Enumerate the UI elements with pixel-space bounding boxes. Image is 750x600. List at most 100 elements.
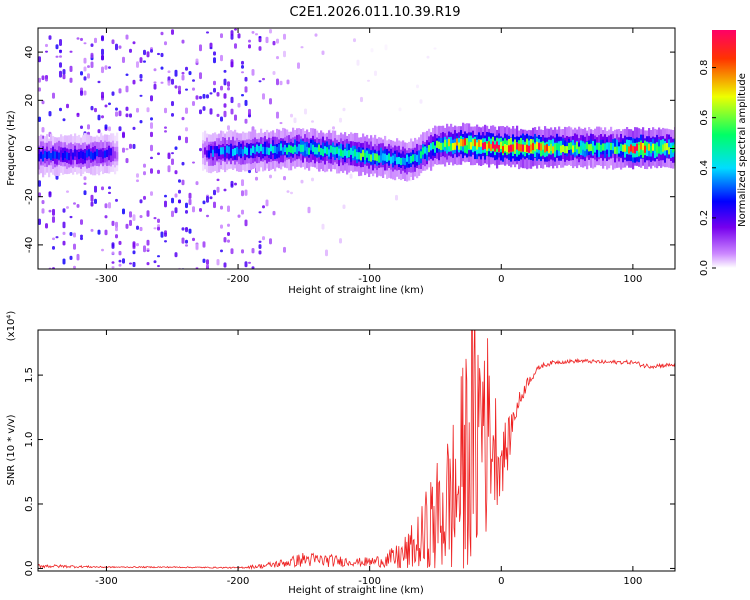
colorbar-ticks: 0.0 0.2 0.4 0.6 0.8	[699, 60, 716, 276]
spectrogram-band-cell	[218, 148, 221, 157]
spectrogram-band-cell	[492, 141, 495, 149]
spectrogram-cell	[230, 96, 234, 104]
spectrogram-cell	[227, 81, 230, 87]
spectrogram-band-cell	[542, 142, 545, 150]
spectrogram-cell	[118, 263, 122, 267]
spectrogram-cell	[181, 74, 185, 81]
spectrogram-band-cell	[308, 147, 311, 155]
spectrogram-band-cell	[662, 144, 665, 152]
spectrogram-band-cell	[378, 155, 381, 163]
spectrogram-cell	[230, 248, 234, 255]
spectrogram-cell	[321, 223, 325, 230]
spectrogram-cell	[97, 229, 101, 235]
spectrogram-cell	[178, 189, 181, 194]
spectrogram-cell	[132, 250, 136, 255]
spectrogram-band-cell	[494, 144, 497, 152]
spectrogram-cell	[48, 111, 52, 117]
spectrogram-band-cell	[404, 158, 407, 166]
spectrogram-band-cell	[94, 151, 97, 159]
spectrogram-cell	[146, 248, 150, 251]
spectrogram-band-cell	[358, 152, 361, 160]
spectrogram-cell	[276, 78, 279, 86]
spectrogram-band-cell	[244, 146, 247, 154]
colorbar-tick-label: 0.0	[699, 260, 710, 276]
spectrogram-band-cell	[640, 142, 643, 150]
spectrogram-band-cell	[646, 142, 649, 150]
x-tick-label: -100	[358, 274, 381, 285]
spectrogram-cell	[38, 180, 41, 187]
spectrogram-band-cell	[584, 143, 587, 151]
spectrogram-cell	[164, 126, 167, 129]
spectrogram-cell	[157, 218, 160, 223]
spectrogram-band-cell	[328, 149, 331, 157]
spectrogram-band-cell	[288, 144, 291, 152]
spectrogram-band-cell	[570, 142, 573, 150]
spectrogram-cell	[129, 48, 132, 53]
spectrogram-cell	[241, 94, 244, 97]
spectrogram-cell	[160, 66, 164, 70]
spectrogram-band-cell	[616, 146, 619, 154]
spectrogram-band-cell	[602, 143, 605, 151]
spectrogram-cell	[111, 251, 115, 255]
spectrogram-band-cell	[612, 143, 615, 151]
spectrogram-cell	[248, 108, 251, 115]
spectrogram-band-cell	[212, 149, 215, 157]
spectrogram-band-cell	[38, 154, 41, 162]
spectrogram-band-cell	[238, 148, 241, 156]
spectrogram-band-cell	[374, 153, 377, 161]
spectrogram-band-cell	[44, 150, 47, 158]
spectrogram-cell	[185, 239, 188, 244]
spectrogram-cell	[174, 85, 178, 89]
spectrogram-cell	[192, 161, 195, 164]
spectrogram-cell	[174, 69, 178, 77]
spectrogram-cell	[192, 79, 195, 82]
spectrogram-band-cell	[78, 152, 81, 160]
spectrogram-line-band	[38, 122, 675, 182]
spectrogram-cell	[69, 50, 73, 53]
spectrogram-cell	[188, 198, 192, 206]
spectrogram-cell	[150, 131, 153, 138]
spectrogram-band-cell	[666, 143, 669, 158]
spectrogram-band-cell	[222, 147, 225, 155]
spectrogram-band-cell	[100, 149, 103, 157]
spectrogram-cell	[129, 113, 132, 118]
spectrogram-cell	[258, 244, 262, 249]
x-tick-label: 0	[498, 576, 504, 587]
spectrogram-band-cell	[400, 157, 403, 166]
spectrogram-cell	[139, 74, 143, 79]
spectrogram-cell	[76, 113, 80, 116]
spectrogram-cell	[76, 37, 80, 40]
spectrogram-cell	[132, 126, 136, 130]
spectrogram-band-cell	[228, 146, 231, 154]
spectrogram-cell	[290, 113, 293, 118]
spectrogram-cell	[290, 191, 293, 195]
spectrogram-band-cell	[70, 149, 73, 157]
spectrogram-band-cell	[596, 142, 599, 150]
spectrogram-cell	[283, 50, 286, 58]
spectrogram-cell	[276, 56, 279, 60]
spectrogram-cell	[132, 79, 136, 85]
spectrogram-cell	[262, 205, 265, 209]
spectrogram-cell	[125, 106, 129, 111]
spectrogram-band-cell	[210, 146, 213, 154]
spectrogram-cell	[41, 127, 45, 133]
spectrogram-band-cell	[380, 155, 383, 163]
spectrogram-cell	[223, 262, 227, 268]
spectrogram-band-cell	[76, 150, 79, 158]
spectrogram-band-cell	[260, 144, 263, 160]
spectrogram-band-cell	[42, 146, 45, 161]
spectrogram-band-cell	[562, 144, 565, 153]
spectrogram-cell	[209, 92, 213, 95]
spectrogram-cell	[160, 52, 164, 58]
spectrogram-band-cell	[42, 154, 45, 162]
spectrogram-cell	[118, 110, 122, 117]
spectrogram-cell	[416, 84, 419, 89]
spectrogram-band-cell	[496, 141, 499, 149]
spectrogram-band-cell	[442, 142, 445, 150]
spectrogram-cell	[244, 99, 248, 106]
spectrogram-cell	[115, 226, 118, 232]
spectrogram-cell	[38, 218, 41, 225]
spectrogram-cell	[188, 192, 192, 199]
spectrogram-band-cell	[654, 143, 657, 151]
spectrogram-cell	[108, 102, 111, 106]
